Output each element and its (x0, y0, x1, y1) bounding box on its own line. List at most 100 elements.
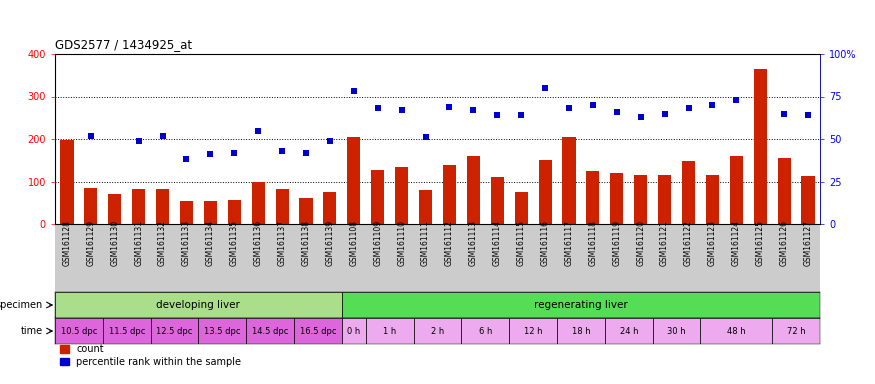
Bar (150, 318, 199, 344)
Text: 10.5 dpc: 10.5 dpc (60, 326, 97, 336)
Bar (299, 198, 312, 224)
Point (705, 102, 719, 108)
Text: 14.5 dpc: 14.5 dpc (252, 326, 289, 336)
Bar (701, 318, 773, 344)
Point (179, 156, 193, 162)
Point (777, 111, 791, 117)
Bar (778, 158, 791, 224)
Point (323, 137, 337, 144)
Point (251, 127, 265, 134)
Point (514, 112, 528, 118)
Bar (371, 170, 384, 224)
Point (395, 107, 409, 113)
Text: 16.5 dpc: 16.5 dpc (300, 326, 336, 336)
Bar (84, 188, 97, 224)
Bar (653, 318, 701, 344)
Point (586, 102, 600, 108)
Bar (228, 200, 241, 224)
Bar (773, 318, 820, 344)
Text: developing liver: developing liver (157, 300, 241, 310)
Legend: count, percentile rank within the sample: count, percentile rank within the sample (60, 344, 242, 367)
Bar (682, 161, 695, 224)
Bar (658, 175, 671, 224)
Bar (605, 318, 653, 344)
Bar (180, 202, 193, 224)
Text: 30 h: 30 h (668, 326, 686, 336)
Text: regenerating liver: regenerating liver (534, 300, 628, 310)
Bar (491, 177, 504, 224)
Bar (610, 173, 623, 224)
Text: 6 h: 6 h (479, 326, 492, 336)
Point (562, 105, 576, 111)
Point (131, 137, 145, 144)
Bar (443, 166, 456, 224)
Bar (753, 69, 766, 224)
Bar (802, 176, 815, 224)
Bar (55, 318, 103, 344)
Text: 18 h: 18 h (571, 326, 591, 336)
Point (801, 112, 815, 118)
Point (730, 97, 744, 103)
Bar (366, 318, 414, 344)
Text: 12 h: 12 h (524, 326, 542, 336)
Bar (514, 192, 528, 224)
Bar (294, 318, 342, 344)
Bar (103, 318, 150, 344)
Point (443, 104, 457, 110)
Bar (419, 190, 432, 224)
Bar (342, 318, 366, 344)
Bar (396, 167, 409, 224)
Point (610, 109, 624, 115)
Bar (55, 292, 342, 318)
Bar (461, 318, 509, 344)
Point (156, 132, 170, 139)
Bar (252, 182, 265, 224)
Bar (706, 175, 719, 224)
Bar (342, 292, 820, 318)
Bar (563, 137, 576, 224)
Bar (557, 318, 605, 344)
Bar (634, 175, 648, 224)
Bar (108, 194, 122, 224)
Point (228, 149, 242, 156)
Point (84, 132, 98, 139)
Text: 24 h: 24 h (620, 326, 638, 336)
Point (538, 85, 552, 91)
Bar (466, 156, 480, 224)
Bar (347, 137, 360, 224)
Bar (60, 140, 74, 224)
Bar (538, 160, 551, 224)
Bar (509, 318, 557, 344)
Point (203, 151, 217, 157)
Text: GDS2577 / 1434925_at: GDS2577 / 1434925_at (55, 38, 192, 51)
Bar (204, 200, 217, 224)
Text: 13.5 dpc: 13.5 dpc (204, 326, 241, 336)
Bar (324, 192, 337, 224)
Text: 11.5 dpc: 11.5 dpc (108, 326, 145, 336)
Bar (246, 318, 294, 344)
Point (275, 148, 289, 154)
Text: 12.5 dpc: 12.5 dpc (157, 326, 192, 336)
Point (634, 114, 648, 120)
Bar (132, 189, 145, 224)
Text: specimen: specimen (0, 300, 43, 310)
Point (299, 149, 313, 156)
Point (490, 112, 504, 118)
Point (682, 105, 696, 111)
Text: 48 h: 48 h (727, 326, 746, 336)
Point (371, 105, 385, 111)
Bar (730, 156, 743, 224)
Bar (156, 189, 169, 224)
Point (418, 134, 432, 141)
Bar (586, 171, 599, 224)
Bar (414, 318, 461, 344)
Point (658, 111, 672, 117)
Text: 2 h: 2 h (430, 326, 444, 336)
Text: 1 h: 1 h (383, 326, 396, 336)
Point (346, 88, 360, 94)
Bar (276, 189, 289, 224)
Text: 72 h: 72 h (787, 326, 805, 336)
Text: time: time (21, 326, 43, 336)
Bar (199, 318, 246, 344)
Text: 0 h: 0 h (347, 326, 360, 336)
